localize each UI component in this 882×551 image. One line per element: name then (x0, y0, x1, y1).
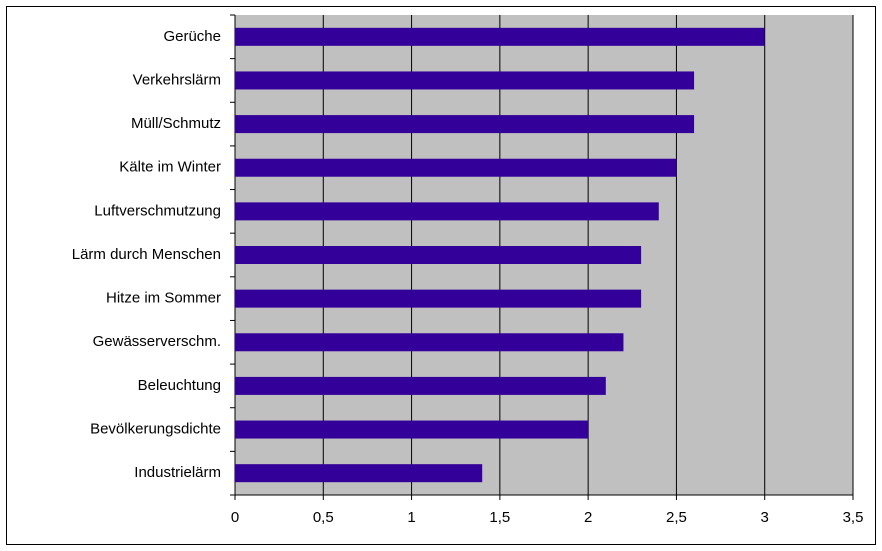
bar (235, 464, 483, 483)
bar (235, 333, 624, 352)
bar (235, 158, 677, 177)
x-tick-label: 0 (231, 509, 239, 526)
x-tick-label: 3,5 (843, 509, 864, 526)
y-tick-label: Beleuchtung (138, 377, 221, 394)
y-tick-label: Hitze im Sommer (106, 290, 221, 307)
x-tick-label: 2 (584, 509, 592, 526)
y-tick-label: Verkehrslärm (133, 71, 221, 88)
y-tick-label: Gewässerverschm. (93, 333, 221, 350)
bar (235, 246, 642, 264)
y-tick-label: Luftverschmutzung (94, 202, 221, 219)
bar (235, 202, 659, 221)
bar (235, 376, 606, 395)
y-tick-label: Industrielärm (134, 464, 221, 481)
y-tick-label: Lärm durch Menschen (72, 246, 221, 263)
y-tick-label: Bevölkerungsdichte (90, 421, 221, 438)
bar (235, 71, 695, 90)
x-tick-label: 1,5 (489, 509, 510, 526)
x-tick-label: 2,5 (666, 509, 687, 526)
x-tick-label: 3 (761, 509, 769, 526)
bar (235, 289, 642, 308)
x-tick-label: 0,5 (313, 509, 334, 526)
bar (235, 420, 589, 439)
bar (235, 27, 765, 46)
bar (235, 115, 695, 134)
y-tick-label: Kälte im Winter (119, 159, 221, 176)
y-tick-label: Müll/Schmutz (131, 115, 221, 132)
y-tick-label: Gerüche (163, 28, 221, 45)
x-tick-label: 1 (407, 509, 415, 526)
